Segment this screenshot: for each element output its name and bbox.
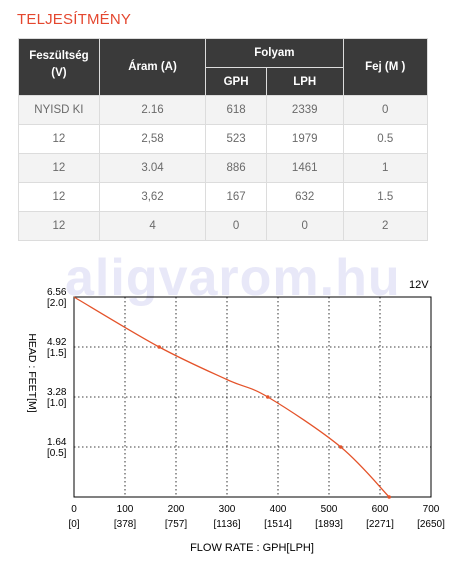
- table-cell: 0: [205, 211, 267, 241]
- performance-table: Feszültség (V) Áram (A) Folyam Fej (M ) …: [18, 38, 429, 241]
- x-tick-label-lph: [0]: [68, 519, 79, 530]
- y-tick-label: 3.28: [47, 387, 67, 398]
- table-cell: 4: [98, 211, 207, 241]
- table-cell: 12: [18, 182, 100, 212]
- voltage-header-unit: (V): [51, 67, 67, 79]
- table-cell: 167: [205, 182, 267, 212]
- x-tick-label: 600: [372, 504, 389, 515]
- table-cell: 1461: [265, 153, 344, 183]
- table-cell: 2: [342, 211, 429, 241]
- x-tick-label-lph: [1893]: [315, 519, 343, 530]
- x-tick-label-lph: [2650]: [417, 519, 445, 530]
- x-tick-label: 700: [423, 504, 440, 515]
- plot-frame: [73, 296, 432, 498]
- y-tick-label-m: [1.0]: [47, 398, 67, 409]
- x-tick-label: 200: [168, 504, 185, 515]
- curve-point: [157, 345, 161, 349]
- table-cell: 12: [18, 124, 100, 154]
- table-cell: 0: [342, 95, 429, 125]
- table-row: 12 3.04 886 1461 1: [18, 153, 429, 183]
- curve-point: [266, 395, 270, 399]
- x-tick-label-lph: [1514]: [264, 519, 292, 530]
- curve-point: [338, 445, 343, 449]
- x-axis-title: FLOW RATE : GPH[LPH]: [190, 542, 314, 554]
- pump-curve-line: [73, 296, 390, 498]
- voltage-header-label: Feszültség: [29, 50, 89, 62]
- x-tick-label: 500: [321, 504, 338, 515]
- current-header: Áram (A): [98, 38, 207, 96]
- table-cell: 3.04: [98, 153, 207, 183]
- y-axis-title: HEAD : FEET[M]: [26, 333, 38, 412]
- table-cell: 523: [205, 124, 267, 154]
- x-tick-label: 100: [117, 504, 134, 515]
- table-cell: 12: [18, 153, 100, 183]
- gph-header: GPH: [205, 67, 267, 96]
- table-cell: 886: [205, 153, 267, 183]
- x-tick-label-lph: [757]: [165, 519, 187, 530]
- curve-point: [387, 495, 391, 499]
- table-cell: 0: [265, 211, 344, 241]
- table-cell: NYISD KI: [18, 95, 100, 125]
- y-tick-label: 6.56: [47, 287, 67, 298]
- voltage-label: 12V: [409, 279, 429, 291]
- table-cell: 618: [205, 95, 267, 125]
- y-tick-label-m: [2.0]: [47, 298, 67, 309]
- section-title: TELJESÍTMÉNY: [17, 11, 132, 28]
- table-body: NYISD KI 2.16 618 2339 0 12 2,58 523 1979 0.5 12 3.…: [18, 95, 429, 241]
- table-cell: 2,58: [98, 124, 207, 154]
- table-row: 12 2,58 523 1979 0.5: [18, 124, 429, 154]
- flow-header: Folyam: [205, 38, 344, 68]
- x-tick-label-lph: [2271]: [366, 519, 394, 530]
- y-tick-label-m: [0.5]: [47, 448, 67, 459]
- table-cell: 1.5: [342, 182, 429, 212]
- x-tick-label: 400: [270, 504, 287, 515]
- table-cell: 12: [18, 211, 100, 241]
- head-header: Fej (M ): [342, 38, 429, 96]
- table-cell: 2339: [265, 95, 344, 125]
- y-tick-label-m: [1.5]: [47, 348, 67, 359]
- x-tick-label-lph: [378]: [114, 519, 136, 530]
- x-tick-label-lph: [1136]: [213, 519, 240, 530]
- lph-header: LPH: [265, 67, 344, 96]
- table-row: 12 4 0 0 2: [18, 211, 429, 241]
- y-tick-label: 4.92: [47, 337, 67, 348]
- x-tick-label: 0: [71, 504, 77, 515]
- x-tick-label: 300: [219, 504, 236, 515]
- y-tick-label: 1.64: [47, 437, 67, 448]
